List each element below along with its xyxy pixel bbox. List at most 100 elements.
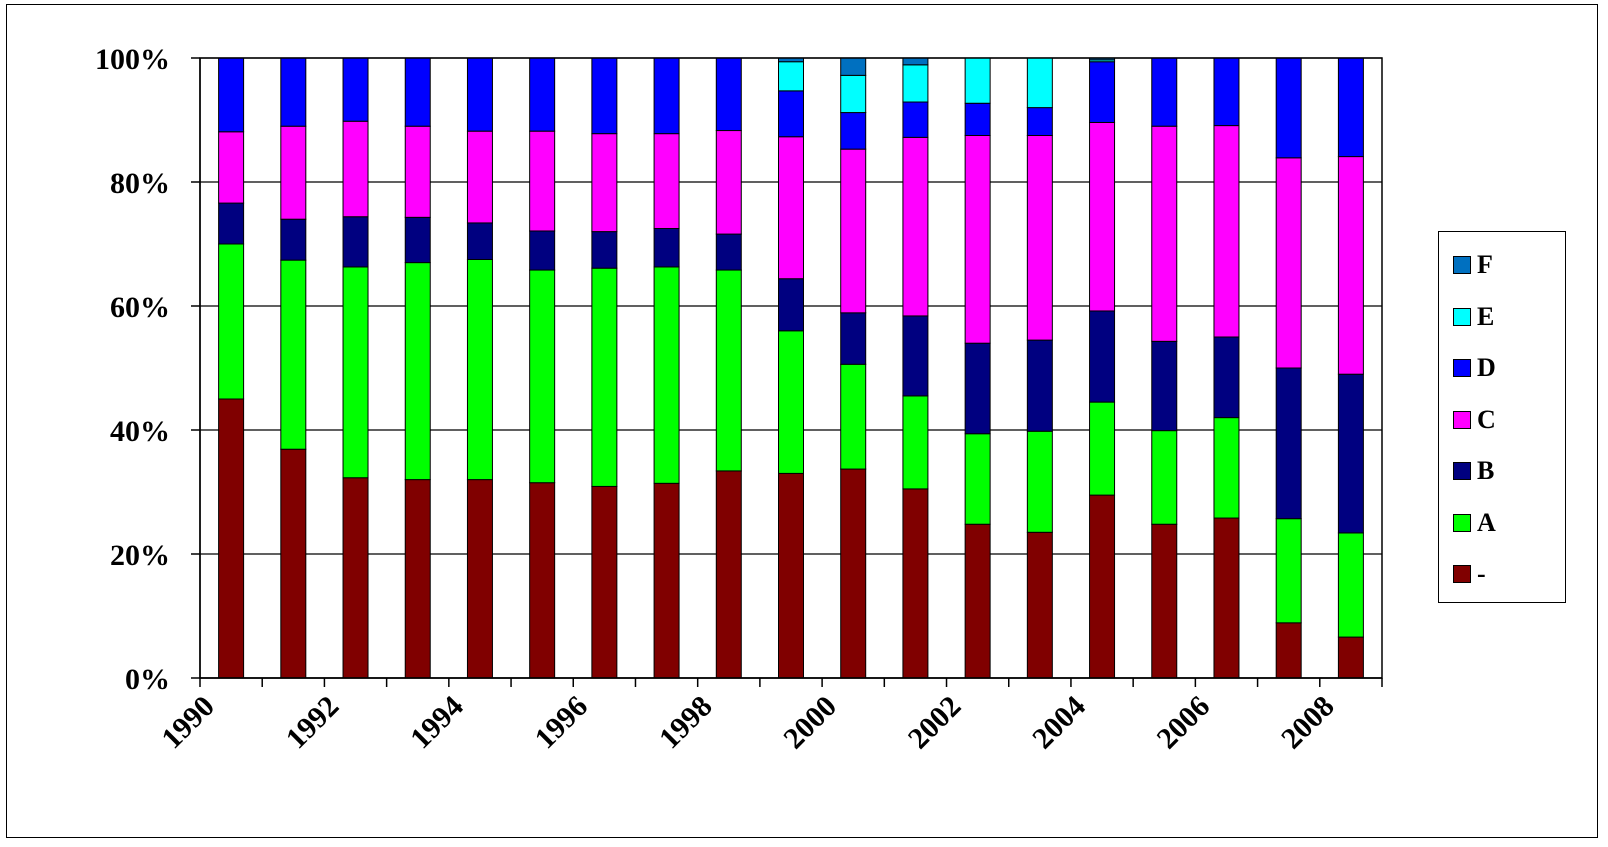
bar-segment-e-2000 [840,74,867,114]
legend-item-d: D [1453,353,1496,383]
bar-segment-b-1992 [342,216,369,268]
legend-item-f: F [1453,250,1493,280]
bar-segment-c-1990 [218,131,245,204]
bar-segment-b-1993 [404,216,431,264]
bar-segment-d-1999 [778,90,804,138]
bar-segment-d-2004 [1089,61,1116,123]
y-tick-label: 60% [110,291,170,324]
bar-segment-d-1992 [342,57,369,122]
bar-segment-c-1991 [280,125,307,220]
legend-label: A [1477,507,1496,537]
bar-segment-a-2006 [1213,417,1240,519]
bar-segment-none-2005 [1151,523,1178,679]
legend-swatch [1453,565,1471,583]
legend-item-c: C [1453,405,1496,435]
y-tick-label: 20% [110,539,170,572]
bar-segment-b-1994 [466,222,493,260]
bar-segment-b-2006 [1213,336,1240,419]
axes [191,57,1383,687]
bar-segment-d-1991 [280,57,307,127]
bar-segment-d-2006 [1213,57,1240,127]
y-tick-label: 100% [95,43,170,76]
bar-segment-none-1996 [591,485,618,679]
bar-segment-c-2005 [1151,125,1178,342]
legend-item-b: B [1453,456,1494,486]
bar-segment-c-1996 [591,133,618,233]
legend-label: D [1477,353,1496,382]
bar-segment-c-2004 [1089,121,1116,312]
bar-segment-d-1994 [466,57,493,132]
x-tick-label: 1990 [155,690,221,756]
bar-segment-c-2000 [840,148,867,314]
bar-segment-a-1993 [404,262,431,481]
bar-segment-a-1999 [778,330,804,474]
bar-segment-b-2000 [840,312,867,365]
bar-segment-b-1995 [529,230,556,271]
bar-segment-a-1997 [653,266,680,484]
bar-segment-b-1991 [280,218,307,261]
bar-segment-b-1996 [591,231,618,269]
bar-segment-none-2007 [1275,622,1302,679]
bar-segment-a-1994 [466,259,493,481]
bar-segment-none-2001 [902,488,929,679]
bar-segment-none-1994 [466,479,493,679]
legend-item-a: A [1453,508,1496,538]
bar-segment-none-1998 [715,470,742,679]
bar-segment-none-2008 [1337,636,1364,679]
legend-label: B [1477,456,1495,485]
bar-segment-none-1990 [218,398,245,679]
x-tick-label: 2008 [1275,690,1341,756]
bar-segment-none-1991 [280,448,307,679]
bar-segment-d-2007 [1275,57,1302,159]
bar-segment-d-1995 [529,57,556,132]
bar-segment-d-2000 [840,112,867,150]
x-tick-label: 2002 [902,690,968,756]
bar-segment-c-2002 [964,135,991,344]
bar-segment-b-1990 [218,202,245,245]
bar-segment-b-1997 [653,228,680,268]
bar-segment-a-2003 [1026,430,1053,533]
x-tick-label: 2006 [1151,690,1217,756]
bar-segment-a-2005 [1151,430,1178,525]
bar-segment-c-2007 [1275,157,1302,369]
bar-segment-none-1997 [653,482,680,679]
bar-segment-b-2007 [1275,367,1302,520]
legend-label: F [1477,250,1493,279]
bar-segment-f-2001 [902,57,929,66]
bar-segment-c-2003 [1026,135,1053,341]
bar-segment-a-1990 [218,243,245,400]
x-tick-labels: 1990 1992 1994 1996 1998 2000 2002 2004 2006 2008 [155,690,1341,756]
bar-segment-a-1998 [715,269,742,472]
bar-segment-d-1997 [653,57,680,135]
bar-segment-c-2008 [1337,156,1364,375]
bar-segment-none-1992 [342,477,369,679]
bar-segment-d-2001 [902,101,929,138]
bar-segment-a-1992 [342,266,369,479]
bar-segment-a-1991 [280,259,307,450]
x-tick-label: 1996 [528,690,594,756]
x-tick-label: 1998 [653,690,719,756]
bar-segment-d-2005 [1151,57,1178,127]
bar-segment-c-1998 [715,130,742,235]
bar-segment-d-1998 [715,57,742,132]
y-tick-label: 40% [110,415,170,448]
bar-segment-none-2002 [964,523,991,679]
x-tick-label: 2004 [1026,690,1092,756]
bar-segment-none-2003 [1026,531,1053,679]
bar-segment-e-1999 [778,61,804,92]
legend-swatch [1453,256,1471,274]
bar-segment-e-2002 [964,57,991,104]
bar-segment-a-2007 [1275,518,1302,624]
legend-swatch [1453,307,1471,326]
legend-swatch [1453,410,1471,429]
bar-segment-a-2001 [902,395,929,490]
y-tick-labels: 0% 20% 40% 60% 80% 100% [95,43,170,696]
bar-segment-c-1993 [404,125,431,218]
bar-segment-c-1999 [778,136,804,280]
bar-segment-c-2001 [902,136,929,317]
legend-swatch [1453,359,1471,377]
bar-segment-a-1995 [529,269,556,484]
bar-segment-a-2008 [1337,532,1364,638]
bar-segment-c-2006 [1213,125,1240,338]
